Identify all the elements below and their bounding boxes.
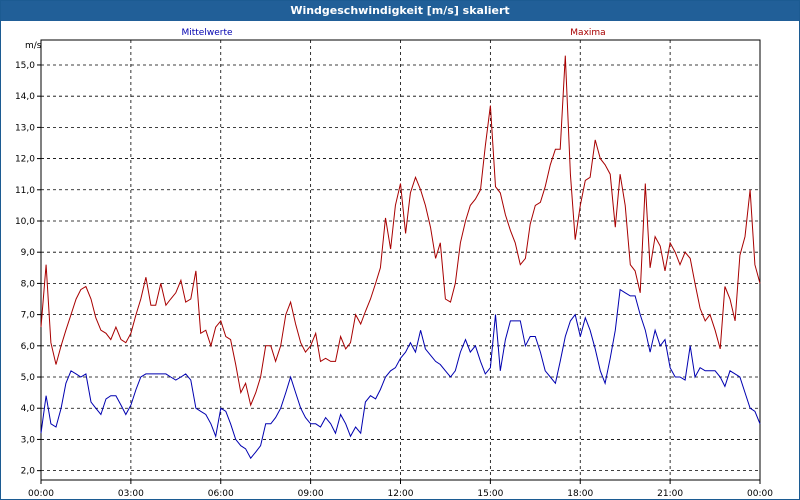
y-axis: 2,0 3,0 4,0 5,0 6,0 7,0 8,0 9,0 10,0 11,0 12,0 13,0… — [15, 61, 41, 477]
legend-mean: Mittelwerte — [181, 28, 232, 38]
legend-max: Maxima — [570, 28, 605, 38]
y-axis-unit: m/s — [25, 41, 42, 51]
x-tick-time: 00:00 — [28, 489, 54, 499]
y-tick-label: 15,0 — [15, 61, 35, 71]
y-tick-label: 5,0 — [21, 373, 36, 383]
y-tick-label: 9,0 — [21, 248, 36, 258]
x-tick-time: 21:00 — [657, 489, 683, 499]
series-lines — [40, 55, 761, 460]
y-tick-label: 10,0 — [15, 217, 35, 227]
series-line-maxima — [40, 55, 761, 407]
x-tick-time: 09:00 — [298, 489, 324, 499]
y-tick-label: 8,0 — [21, 279, 36, 289]
grid — [41, 40, 760, 480]
y-tick-label: 2,0 — [21, 467, 36, 477]
x-tick-time: 00:00 — [747, 489, 773, 499]
y-tick-label: 11,0 — [15, 186, 35, 196]
window-title: Windgeschwindigkeit [m/s] skaliert — [1, 1, 799, 21]
series-line-mittelwerte — [40, 288, 761, 460]
x-tick-time: 03:00 — [118, 489, 144, 499]
y-tick-label: 7,0 — [21, 311, 36, 321]
x-tick-time: 18:00 — [567, 489, 593, 499]
y-tick-label: 6,0 — [21, 342, 36, 352]
y-tick-label: 13,0 — [15, 123, 35, 133]
y-tick-label: 3,0 — [21, 435, 36, 445]
x-tick-time: 06:00 — [208, 489, 234, 499]
y-tick-label: 12,0 — [15, 155, 35, 165]
wind-speed-chart: 2,0 3,0 4,0 5,0 6,0 7,0 8,0 9,0 10,0 11,0 12,0 13,0… — [15, 28, 773, 499]
y-tick-label: 14,0 — [15, 92, 35, 102]
x-axis: 00:0007.10.1703:0007.10.1706:0007.10.170… — [28, 480, 773, 499]
x-tick-time: 12:00 — [388, 489, 414, 499]
x-tick-time: 15:00 — [477, 489, 503, 499]
y-tick-label: 4,0 — [21, 404, 36, 414]
